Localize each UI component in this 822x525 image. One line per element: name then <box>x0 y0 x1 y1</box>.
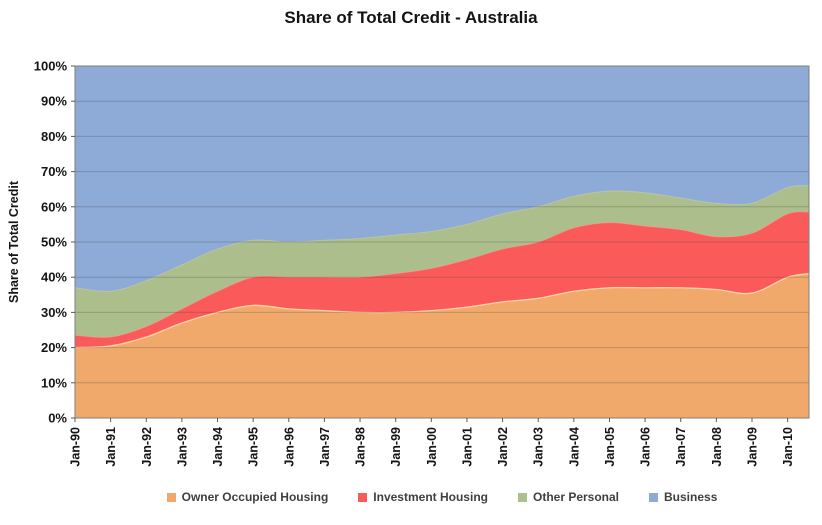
area-edges <box>74 185 810 349</box>
x-tick-label: Jan-07 <box>674 427 688 467</box>
legend-item-investment-housing: Investment Housing <box>358 490 488 504</box>
x-tick-label: Jan-93 <box>175 427 189 467</box>
y-tick-label: 90% <box>41 94 67 109</box>
legend-item-other-personal: Other Personal <box>517 490 620 504</box>
y-tick-label: 30% <box>41 305 67 320</box>
x-tick-label: Jan-98 <box>354 427 368 467</box>
axis-labels: 0% 10% 20% 30% 40% 50% 60% 70% 80% 90% 100% Jan-90 J… <box>34 59 795 467</box>
x-tick-label: Jan-09 <box>745 427 759 467</box>
legend-swatch-icon <box>358 492 368 502</box>
x-tick-label: Jan-02 <box>496 427 510 467</box>
x-tick-label: Jan-06 <box>639 427 653 467</box>
legend-label: Other Personal <box>532 490 620 504</box>
x-tick-label: Jan-01 <box>460 427 474 467</box>
y-tick-label: 0% <box>48 411 67 426</box>
axis-ticks <box>71 65 789 422</box>
x-tick-label: Jan-95 <box>247 427 261 467</box>
stacked-areas <box>75 66 809 418</box>
edge-owner-occupied-housing <box>74 273 810 349</box>
legend-item-owner-occupied-housing: Owner Occupied Housing <box>166 490 329 504</box>
x-tick-label: Jan-08 <box>710 427 724 467</box>
y-tick-label: 80% <box>41 129 67 144</box>
x-tick-label: Jan-91 <box>104 427 118 467</box>
y-axis-title: Share of Total Credit <box>7 180 21 303</box>
y-tick-label: 100% <box>34 59 68 74</box>
x-tick-label: Jan-97 <box>318 427 332 467</box>
edge-investment-housing <box>74 211 810 338</box>
legend: Owner Occupied Housing Investment Housing… <box>75 490 809 504</box>
x-tick-label: Jan-10 <box>781 427 795 467</box>
legend-item-business: Business <box>649 490 717 504</box>
x-tick-label: Jan-05 <box>603 427 617 467</box>
legend-label: Owner Occupied Housing <box>181 490 329 504</box>
x-tick-label: Jan-90 <box>69 427 83 467</box>
x-tick-label: Jan-04 <box>567 427 581 467</box>
y-tick-label: 60% <box>41 199 67 214</box>
y-tick-label: 20% <box>41 340 67 355</box>
legend-label: Investment Housing <box>373 490 488 504</box>
y-tick-label: 70% <box>41 164 67 179</box>
x-tick-label: Jan-00 <box>425 427 439 467</box>
y-tick-label: 40% <box>41 270 67 285</box>
chart-title: Share of Total Credit - Australia <box>284 8 538 27</box>
area-owner-occupied-housing <box>75 273 809 418</box>
edge-other-personal <box>74 185 810 292</box>
legend-label: Business <box>664 490 718 504</box>
x-tick-label: Jan-03 <box>532 427 546 467</box>
x-tick-label: Jan-92 <box>140 427 154 467</box>
gridlines <box>75 100 809 384</box>
legend-swatch-icon <box>166 492 176 502</box>
y-tick-label: 50% <box>41 235 67 250</box>
x-tick-label: Jan-94 <box>211 427 225 467</box>
x-tick-label: Jan-99 <box>389 427 403 467</box>
legend-swatch-icon <box>649 492 659 502</box>
legend-swatch-icon <box>517 492 527 502</box>
x-tick-label: Jan-96 <box>282 427 296 467</box>
y-tick-label: 10% <box>41 375 67 390</box>
